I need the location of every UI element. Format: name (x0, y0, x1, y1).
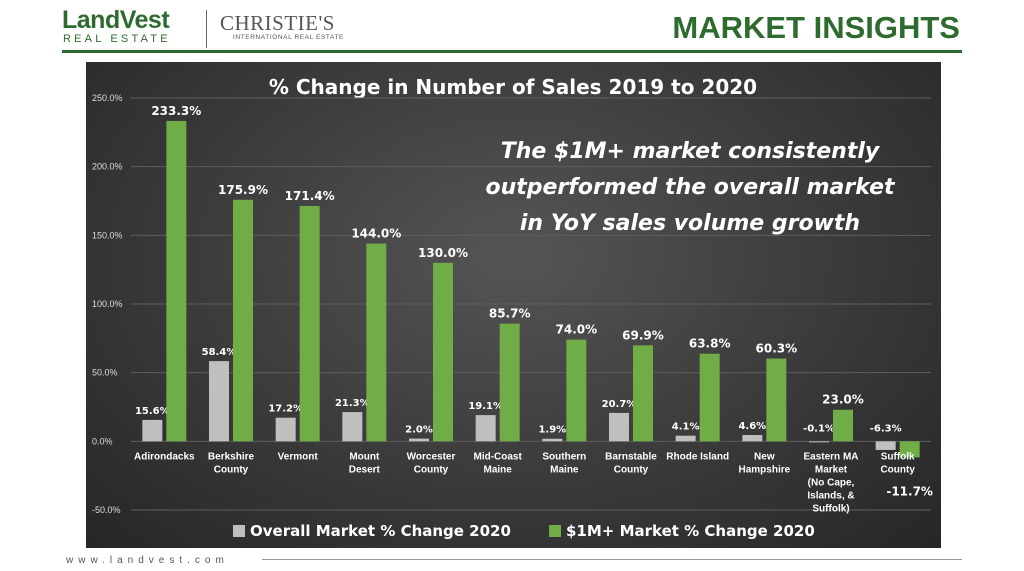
y-tick-label: 50.0% (92, 368, 118, 378)
overall-market-data-label: 15.6% (135, 406, 170, 417)
million-plus-bar (166, 120, 187, 442)
category-label: Worcester (407, 451, 456, 462)
category-label: Eastern MA (803, 451, 858, 462)
overall-market-bar (209, 361, 229, 442)
category-label: Maine (550, 464, 579, 475)
million-plus-bar (633, 345, 653, 442)
overall-market-data-label: 2.0% (405, 425, 433, 436)
million-plus-bar (566, 339, 587, 442)
overall-market-bar (142, 419, 163, 442)
million-plus-data-label: -11.7% (886, 484, 933, 498)
category-label: Islands, & (807, 490, 854, 501)
overall-market-bar (609, 412, 629, 442)
category-label: Adirondacks (134, 451, 195, 462)
overall-market-data-label: -0.1% (803, 423, 835, 434)
category-label: Mid-Coast (473, 451, 522, 462)
overall-market-data-label: 17.2% (268, 404, 303, 415)
overall-market-data-label: 20.7% (602, 399, 637, 410)
category-label: Rhode Island (666, 451, 729, 462)
overall-market-data-label: 58.4% (202, 347, 237, 358)
category-label: Market (815, 464, 848, 475)
y-tick-label: 100.0% (92, 299, 123, 309)
landvest-wordmark: LandVest (62, 6, 170, 34)
sales-change-chart: % Change in Number of Sales 2019 to 2020… (92, 75, 933, 540)
category-label: Maine (483, 464, 512, 475)
million-plus-data-label: 233.3% (151, 104, 201, 118)
overall-market-bar (275, 417, 296, 442)
million-plus-bar (833, 409, 853, 442)
overall-market-data-label: 4.6% (738, 421, 766, 432)
header-rule (62, 50, 962, 53)
million-plus-bar (499, 323, 520, 442)
y-tick-label: 150.0% (92, 230, 123, 240)
category-label: County (414, 464, 449, 475)
chart-annotation-line: The $1M+ market consistently (501, 139, 881, 164)
legend-swatch-million-plus (549, 525, 561, 537)
y-tick-label: 0.0% (92, 436, 113, 446)
million-plus-data-label: 23.0% (822, 393, 864, 407)
million-plus-bar (766, 358, 787, 442)
category-label: Mount (349, 451, 380, 462)
million-plus-data-label: 60.3% (756, 342, 798, 356)
overall-market-data-label: 19.1% (468, 401, 503, 412)
million-plus-data-label: 74.0% (556, 323, 598, 337)
overall-market-bar (675, 435, 696, 442)
million-plus-bar (899, 441, 920, 458)
overall-market-data-label: 4.1% (672, 422, 700, 433)
y-tick-label: 250.0% (92, 93, 123, 103)
chart-annotation-line: outperformed the overall market (485, 175, 896, 200)
category-label: Suffolk (881, 451, 915, 462)
overall-market-data-label: 1.9% (538, 425, 566, 436)
category-label: Barnstable (605, 451, 657, 462)
category-label: Hampshire (738, 464, 790, 475)
million-plus-data-label: 130.0% (418, 246, 468, 260)
overall-market-data-label: -6.3% (870, 423, 902, 434)
category-label: Southern (542, 451, 586, 462)
category-label: Vermont (278, 451, 319, 462)
million-plus-bar (299, 205, 320, 442)
legend-swatch-overall (233, 525, 245, 537)
million-plus-data-label: 175.9% (218, 183, 268, 197)
chart-panel: % Change in Number of Sales 2019 to 2020… (86, 62, 941, 548)
category-label: County (614, 464, 649, 475)
y-tick-label: -50.0% (92, 505, 121, 515)
category-label: Desert (349, 464, 381, 475)
footer-rule (262, 559, 962, 560)
y-tick-label: 200.0% (92, 162, 123, 172)
chart-annotation-line: in YoY sales volume growth (520, 211, 860, 236)
million-plus-data-label: 144.0% (351, 227, 401, 241)
footer-url[interactable]: www.landvest.com (66, 555, 229, 566)
overall-market-bar (409, 438, 429, 442)
legend-label-overall: Overall Market % Change 2020 (250, 522, 511, 540)
category-label: (No Cape, (808, 477, 855, 488)
million-plus-data-label: 85.7% (489, 307, 531, 321)
christies-wordmark: CHRISTIE'S (220, 11, 335, 35)
category-label: Suffolk) (812, 503, 849, 514)
overall-market-data-label: 21.3% (335, 398, 370, 409)
legend-label-million-plus: $1M+ Market % Change 2020 (566, 522, 815, 540)
category-label: County (214, 464, 249, 475)
overall-market-bar (542, 438, 563, 442)
million-plus-bar (433, 262, 453, 442)
overall-market-bar (475, 415, 496, 442)
million-plus-bar (366, 243, 387, 442)
category-label: County (880, 464, 915, 475)
million-plus-data-label: 171.4% (285, 189, 335, 203)
category-label: Berkshire (208, 451, 255, 462)
logo-divider (206, 10, 207, 48)
landvest-subtitle: REAL ESTATE (63, 33, 171, 45)
overall-market-bar (342, 412, 363, 442)
million-plus-bar (699, 353, 720, 442)
million-plus-data-label: 69.9% (622, 328, 664, 342)
chart-title: % Change in Number of Sales 2019 to 2020 (269, 75, 757, 99)
million-plus-data-label: 63.8% (689, 337, 731, 351)
christies-subtitle: INTERNATIONAL REAL ESTATE (233, 34, 344, 41)
overall-market-bar (742, 435, 763, 442)
overall-market-bar (875, 441, 896, 450)
page-title: MARKET INSIGHTS (672, 10, 960, 45)
overall-market-bar (809, 441, 829, 443)
category-label: New (754, 451, 775, 462)
million-plus-bar (233, 199, 253, 442)
